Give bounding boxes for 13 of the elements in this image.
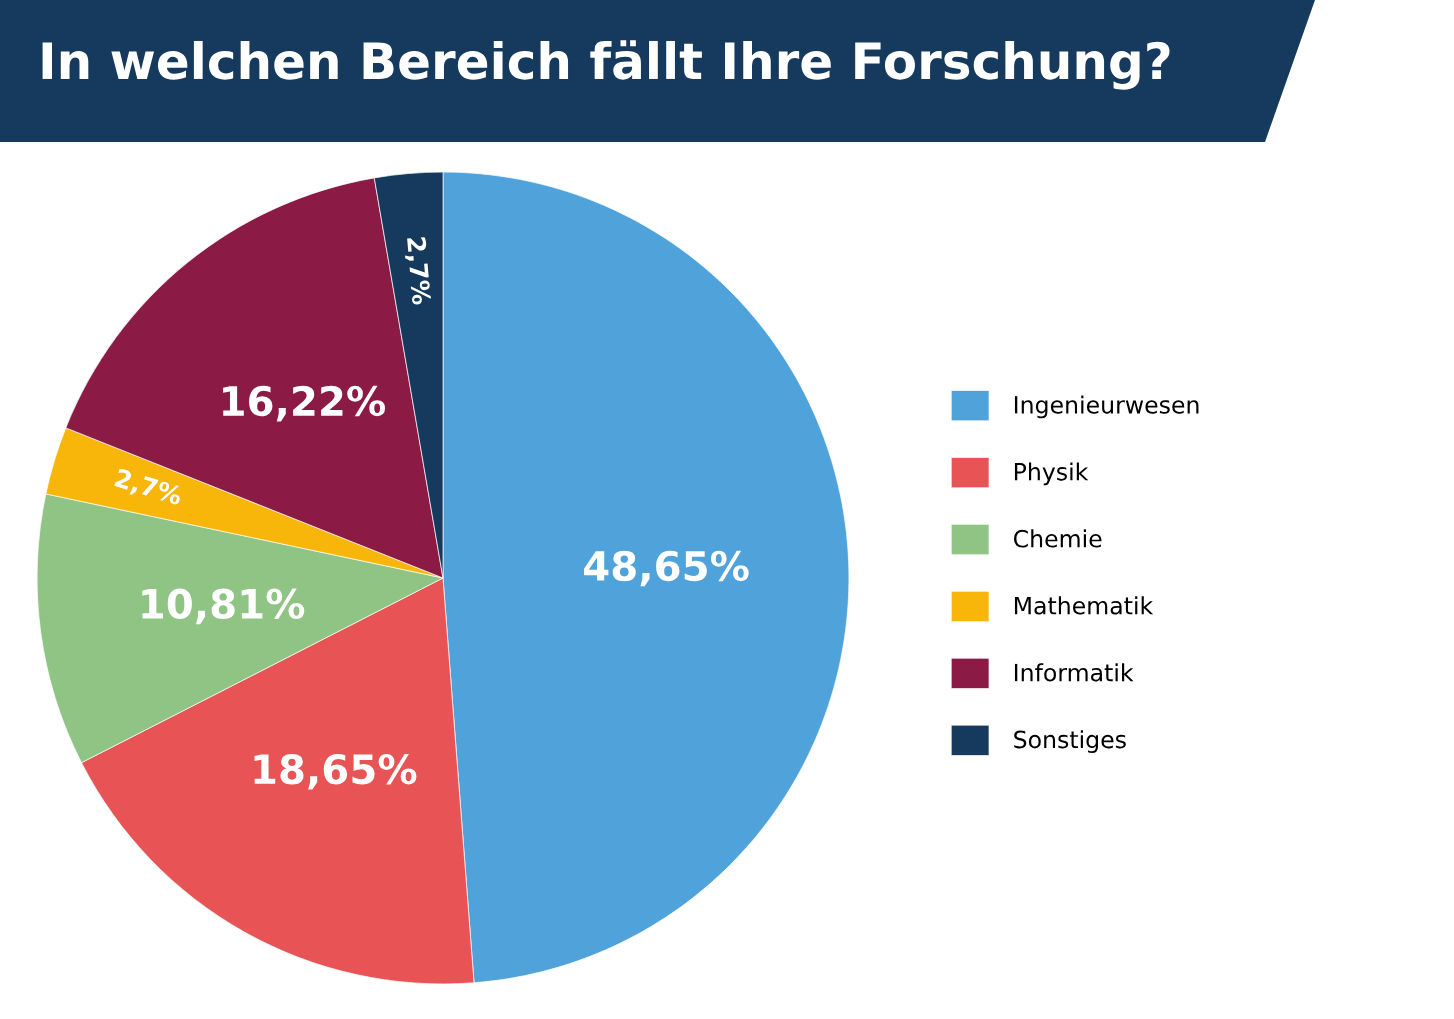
data-label: 2,7% bbox=[403, 237, 432, 306]
legend-label: Mathematik bbox=[1014, 596, 1154, 615]
data-label: 10,81% bbox=[142, 588, 305, 625]
legend-label: Ingenieurwesen bbox=[1014, 395, 1199, 419]
legend-label: Physik bbox=[1014, 462, 1089, 486]
legend-label: Chemie bbox=[1013, 529, 1102, 548]
data-label: 16,22% bbox=[223, 385, 386, 422]
legend-label: Sonstiges bbox=[1014, 730, 1126, 753]
data-label: 18,65% bbox=[254, 753, 417, 790]
data-label: 2,7% bbox=[113, 468, 184, 509]
chart-title: In welchen Bereich fällt Ihre Forschung? bbox=[42, 40, 1170, 90]
data-label: 48,65% bbox=[584, 550, 749, 587]
legend-label: Informatik bbox=[1014, 663, 1134, 682]
